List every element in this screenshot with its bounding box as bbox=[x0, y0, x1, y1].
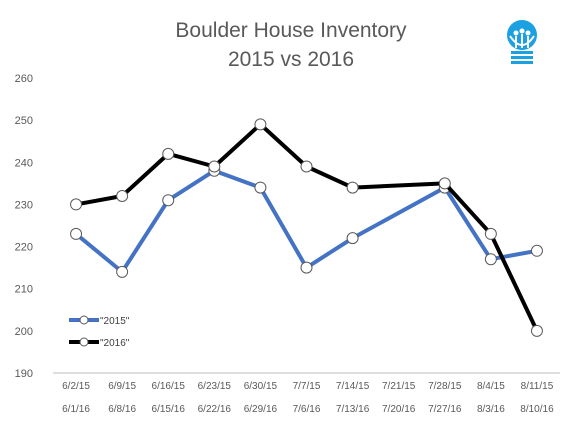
data-point-2016 bbox=[484, 227, 497, 240]
x-tick-label-2016: 6/29/16 bbox=[244, 404, 278, 415]
data-point-2016 bbox=[116, 190, 129, 202]
data-point-2016 bbox=[300, 160, 313, 173]
chart-axes: 190 200 210 220 230 240 250 260 6/2/15 6/9/15 6/16… bbox=[15, 73, 560, 415]
x-tick-label-2015: 6/9/15 bbox=[108, 381, 136, 392]
data-point-2016 bbox=[346, 181, 359, 194]
y-tick-label: 240 bbox=[15, 157, 33, 169]
data-point-2016 bbox=[254, 118, 267, 131]
data-point-2015 bbox=[70, 227, 83, 240]
legend-swatch-marker bbox=[79, 337, 89, 347]
data-point-2015 bbox=[530, 244, 543, 257]
x-tick-label-2016: 6/15/16 bbox=[152, 404, 186, 415]
x-tick-label-2016: 6/1/16 bbox=[62, 404, 90, 415]
x-tick-label-2016: 7/20/16 bbox=[382, 404, 416, 415]
x-tick-label-2015: 7/21/15 bbox=[382, 381, 416, 392]
x-tick-label-2016: 8/10/16 bbox=[520, 404, 554, 415]
x-tick-label-2015: 7/28/15 bbox=[428, 381, 462, 392]
legend-label: "2016" bbox=[100, 338, 130, 349]
data-point-2016 bbox=[438, 177, 451, 190]
x-tick-label-2016: 6/8/16 bbox=[108, 404, 136, 415]
data-point-2015 bbox=[254, 181, 267, 194]
chart-series bbox=[70, 118, 543, 337]
y-tick-label: 250 bbox=[15, 115, 33, 127]
x-tick-label-2016: 8/3/16 bbox=[477, 404, 505, 415]
x-tick-label-2015: 8/11/15 bbox=[521, 381, 554, 392]
y-tick-label: 200 bbox=[15, 326, 33, 338]
x-tick-label-2015: 6/2/15 bbox=[62, 381, 90, 392]
legend-label: "2015" bbox=[100, 316, 130, 327]
chart-subtitle: 2015 vs 2016 bbox=[228, 48, 354, 71]
x-tick-label-2015: 7/7/15 bbox=[293, 381, 321, 392]
series-line-2016 bbox=[75, 122, 539, 332]
x-tick-label-2015: 6/23/15 bbox=[198, 381, 232, 392]
series-line-2015 bbox=[74, 168, 538, 274]
x-tick-label-2016: 7/13/16 bbox=[336, 404, 370, 415]
y-tick-label: 260 bbox=[15, 73, 33, 85]
lightbulb-logo-icon bbox=[507, 20, 537, 64]
legend-swatch-marker bbox=[79, 315, 89, 325]
x-tick-label-2016: 7/6/16 bbox=[293, 404, 321, 415]
x-tick-label-2015: 8/4/15 bbox=[477, 381, 505, 392]
data-point-2015 bbox=[346, 232, 359, 245]
y-tick-label: 230 bbox=[15, 199, 33, 211]
x-tick-label-2015: 6/30/15 bbox=[244, 381, 278, 392]
y-tick-label: 210 bbox=[15, 284, 33, 296]
data-point-2015 bbox=[484, 253, 497, 266]
data-point-2015 bbox=[300, 261, 313, 274]
x-tick-label-2015: 6/16/15 bbox=[152, 381, 186, 392]
chart-legend: "2015" "2016" bbox=[69, 315, 130, 349]
x-tick-label-2015: 7/14/15 bbox=[336, 381, 370, 392]
data-point-2015 bbox=[162, 194, 175, 207]
data-point-2015 bbox=[116, 265, 129, 278]
x-tick-label-2016: 6/22/16 bbox=[198, 404, 232, 415]
y-tick-label: 190 bbox=[15, 368, 33, 380]
y-tick-label: 220 bbox=[15, 242, 33, 254]
data-point-2016 bbox=[530, 324, 543, 337]
data-point-2016 bbox=[70, 198, 83, 211]
chart-title: Boulder House Inventory bbox=[175, 19, 407, 42]
data-point-2016 bbox=[208, 160, 221, 173]
x-tick-label-2016: 7/27/16 bbox=[428, 404, 462, 415]
data-point-2016 bbox=[162, 147, 175, 160]
